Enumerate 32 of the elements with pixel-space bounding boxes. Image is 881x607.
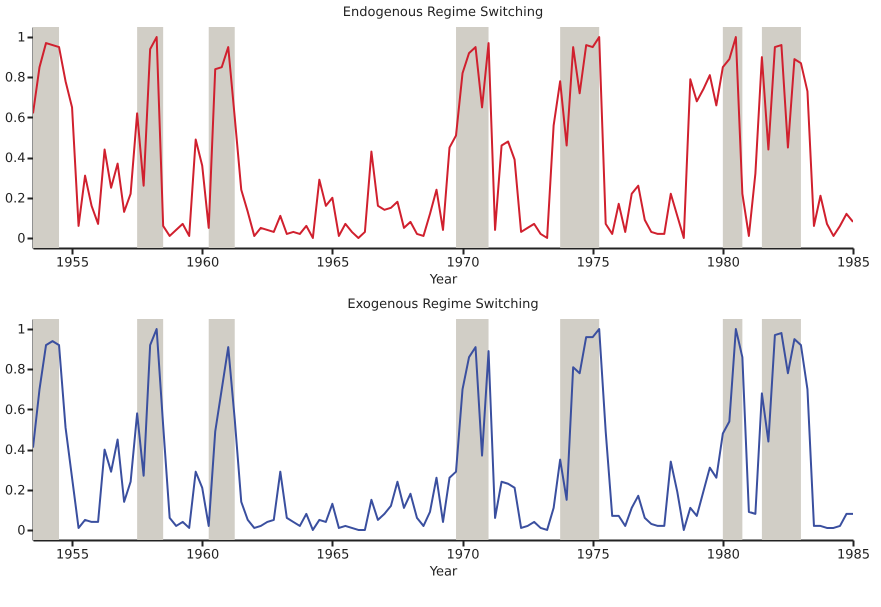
chart-title: Exogenous Regime Switching bbox=[347, 297, 539, 312]
y-tick-label: 1 bbox=[17, 322, 26, 338]
x-tick-label: 1960 bbox=[186, 548, 220, 562]
y-tick-label: 0.2 bbox=[4, 483, 26, 498]
x-tick-label: 1965 bbox=[316, 256, 350, 270]
y-tick-label: 0 bbox=[17, 523, 26, 538]
x-tick-label: 1955 bbox=[56, 256, 90, 270]
y-tick-label: 0.8 bbox=[4, 70, 26, 86]
x-tick-label: 1975 bbox=[576, 256, 610, 270]
y-tick-label: 0 bbox=[17, 231, 26, 246]
x-tick-label: 1970 bbox=[446, 548, 480, 562]
x-tick-label: 1985 bbox=[836, 548, 870, 562]
line-series bbox=[33, 328, 853, 531]
x-axis-title: Year bbox=[428, 564, 458, 580]
y-tick-label: 0.4 bbox=[4, 151, 26, 166]
x-tick-label: 1970 bbox=[446, 256, 480, 270]
x-tick-label: 1980 bbox=[706, 548, 740, 562]
y-tick-label: 0.8 bbox=[4, 362, 26, 378]
x-axis-title: Year bbox=[428, 272, 458, 288]
y-tick-label: 0.4 bbox=[4, 443, 26, 458]
y-tick-label: 0.6 bbox=[4, 402, 26, 418]
line-series bbox=[33, 36, 853, 239]
x-tick-label: 1960 bbox=[186, 256, 220, 270]
y-tick-label: 0.2 bbox=[4, 191, 26, 206]
x-tick-label: 1965 bbox=[316, 548, 350, 562]
x-tick-label: 1985 bbox=[836, 256, 870, 270]
y-tick-label: 1 bbox=[17, 30, 26, 46]
x-tick-label: 1975 bbox=[576, 548, 610, 562]
x-tick-label: 1955 bbox=[56, 548, 90, 562]
y-tick-label: 0.6 bbox=[4, 110, 26, 126]
x-tick-label: 1980 bbox=[706, 256, 740, 270]
chart-title: Endogenous Regime Switching bbox=[342, 5, 544, 20]
